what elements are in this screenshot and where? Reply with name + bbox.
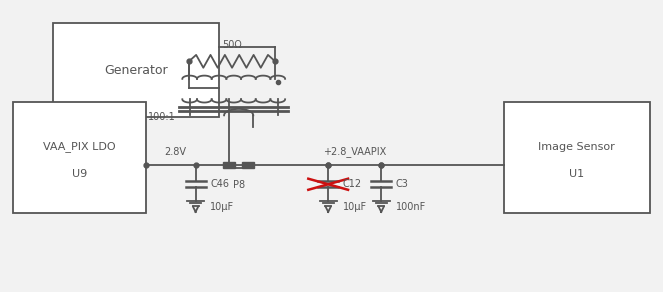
Text: U9: U9 <box>72 169 88 179</box>
Text: 100nF: 100nF <box>396 202 426 212</box>
Text: U1: U1 <box>570 169 584 179</box>
Text: C12: C12 <box>343 179 362 189</box>
Text: 10μF: 10μF <box>210 202 234 212</box>
Text: P8: P8 <box>233 180 245 190</box>
Text: VAA_PIX LDO: VAA_PIX LDO <box>43 141 116 152</box>
Text: 10μF: 10μF <box>343 202 367 212</box>
Text: Generator: Generator <box>104 64 168 77</box>
Text: 2.8V: 2.8V <box>164 147 187 157</box>
Bar <box>223 162 235 168</box>
FancyBboxPatch shape <box>13 102 146 213</box>
Text: 100:1: 100:1 <box>148 112 176 122</box>
Text: 50Ω: 50Ω <box>222 40 242 50</box>
Bar <box>242 162 254 168</box>
FancyBboxPatch shape <box>53 23 219 117</box>
Text: Image Sensor: Image Sensor <box>538 142 615 152</box>
Text: C46: C46 <box>210 179 229 189</box>
FancyBboxPatch shape <box>504 102 650 213</box>
Text: +2.8_VAAPIX: +2.8_VAAPIX <box>323 146 387 157</box>
Text: C3: C3 <box>396 179 408 189</box>
